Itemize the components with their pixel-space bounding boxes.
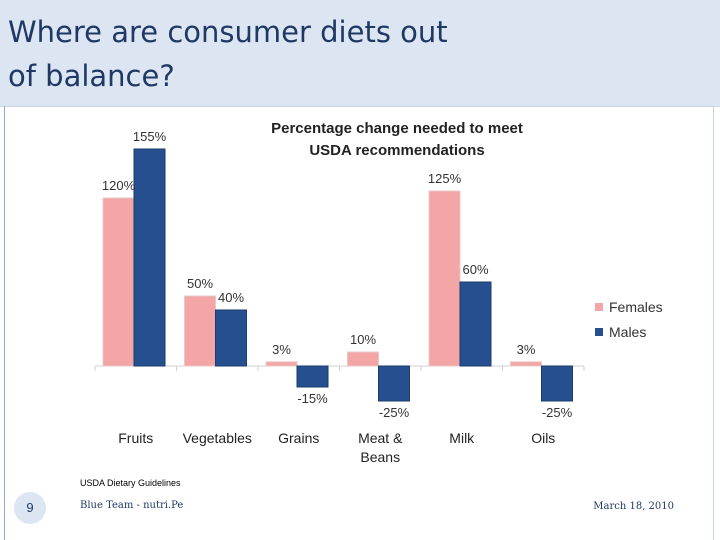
title-band: Where are consumer diets out of balance?: [0, 0, 720, 107]
data-label: 3%: [272, 342, 291, 357]
chart-legend: Females Males: [595, 299, 663, 340]
bar-females: [265, 361, 298, 367]
bar-females: [102, 197, 135, 367]
source-note: USDA Dietary Guidelines: [80, 478, 181, 488]
legend-label-males: Males: [609, 324, 646, 340]
bar-females: [510, 361, 542, 367]
bar-males: [296, 365, 329, 388]
bar-males: [459, 281, 492, 367]
data-label: -15%: [297, 391, 328, 406]
data-label: 40%: [218, 290, 244, 305]
legend-label-females: Females: [609, 299, 663, 315]
bar-females: [184, 295, 216, 367]
data-label: -25%: [379, 405, 410, 420]
left-rule: [4, 106, 5, 540]
bar-males: [378, 365, 410, 402]
chart-title: Percentage change needed to meet USDA rec…: [271, 120, 523, 159]
bar-males: [541, 365, 573, 402]
data-label: 60%: [462, 262, 488, 277]
footer-team: Blue Team - nutri.Pe: [80, 500, 184, 511]
chart-data-labels: 120% 155% 50% 40% 3% -15% 10% -25% 125% 60% 3% -25%: [102, 129, 573, 420]
data-label: 50%: [187, 276, 213, 291]
bar-males: [133, 148, 166, 367]
slide-number: 9: [14, 492, 46, 524]
chart-bars: [94, 148, 585, 402]
category-label: Fruits: [118, 430, 153, 446]
data-label: 10%: [350, 332, 376, 347]
data-label: 125%: [428, 171, 462, 186]
category-label: Grains: [278, 430, 319, 446]
right-rule: [713, 106, 714, 540]
bar-males: [215, 309, 247, 367]
category-label: Meat & Beans: [358, 430, 403, 465]
footer-date: March 18, 2010: [593, 501, 674, 512]
legend-swatch-males: [595, 328, 603, 336]
data-label: 3%: [517, 342, 536, 357]
data-label: 155%: [133, 129, 167, 144]
data-label: -25%: [542, 405, 573, 420]
bar-females: [347, 351, 379, 367]
category-label: Oils: [531, 430, 555, 446]
category-label: Vegetables: [183, 430, 252, 446]
chart-title-text: Percentage change needed to meet USDA rec…: [271, 120, 523, 159]
category-label: Milk: [449, 430, 475, 446]
data-label: 120%: [102, 178, 136, 193]
slide-title: Where are consumer diets out of balance?: [8, 15, 448, 93]
bar-females: [428, 190, 461, 367]
legend-swatch-females: [595, 303, 603, 311]
chart-category-labels: Fruits Vegetables Grains Meat & Beans Milk Oil…: [118, 430, 555, 465]
